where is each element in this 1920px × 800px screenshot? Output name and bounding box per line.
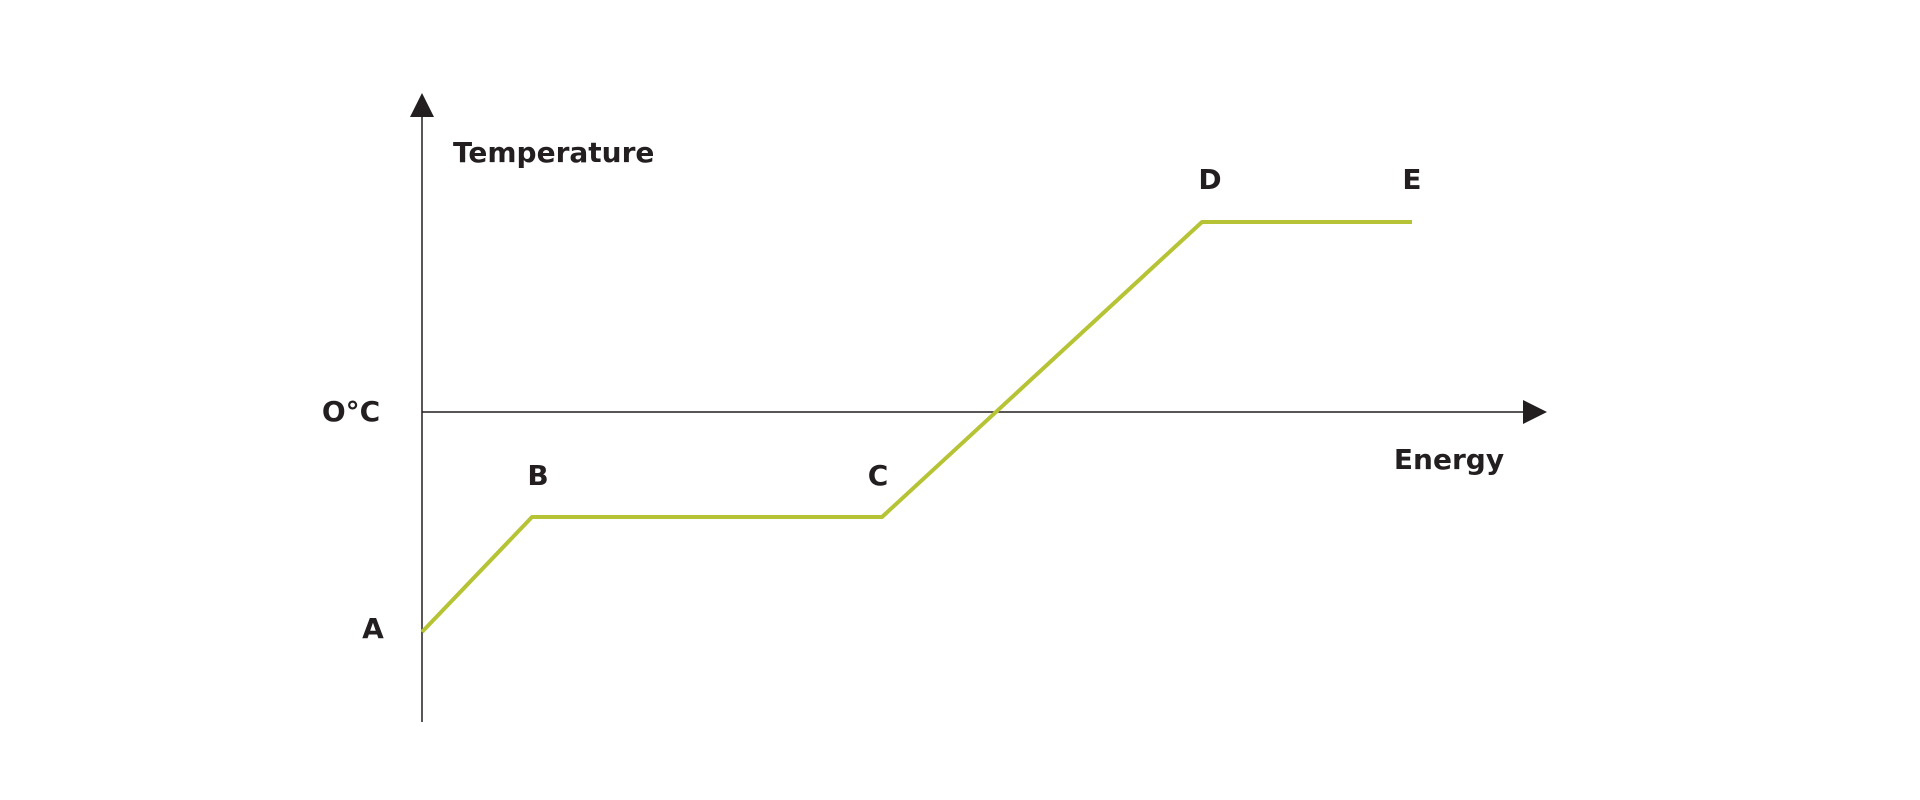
point-label-a: A: [362, 612, 384, 645]
y-axis-arrow-icon: [410, 93, 434, 117]
x-axis-label: Energy: [1394, 443, 1504, 476]
point-label-d: D: [1198, 163, 1221, 196]
zero-celsius-label: O°C: [322, 395, 380, 428]
point-label-b: B: [527, 459, 548, 492]
y-axis-label: Temperature: [453, 136, 654, 169]
point-label-c: C: [868, 459, 889, 492]
x-axis-arrow-icon: [1523, 400, 1547, 424]
temperature-curve: [420, 220, 1412, 634]
point-label-e: E: [1402, 163, 1421, 196]
